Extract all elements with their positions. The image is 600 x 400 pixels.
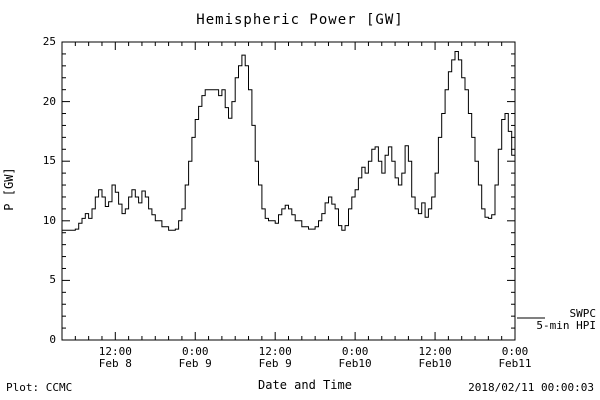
y-tick-label: 10 xyxy=(42,213,56,227)
x-tick-time: 0:00 xyxy=(181,345,209,358)
chart-title: Hemispheric Power [GW] xyxy=(196,12,404,28)
x-tick-date: Feb10 xyxy=(418,357,452,370)
x-tick-date: Feb 9 xyxy=(258,357,292,370)
x-axis-label: Date and Time xyxy=(258,378,352,392)
y-tick-label: 15 xyxy=(42,154,56,168)
x-tick-label: 12:00 Feb 8 xyxy=(85,346,145,370)
y-tick-label: 25 xyxy=(42,35,56,48)
plot-credit: Plot: CCMC xyxy=(6,381,73,394)
y-tick-label: 5 xyxy=(49,273,56,287)
x-tick-time: 12:00 xyxy=(98,345,132,358)
x-tick-date: Feb10 xyxy=(338,357,372,370)
legend-series-label: 5-min HPI xyxy=(536,319,596,332)
x-tick-label: 0:00 Feb11 xyxy=(485,346,545,370)
x-tick-time: 0:00 xyxy=(501,345,529,358)
x-tick-time: 0:00 xyxy=(341,345,369,358)
legend-source-label: SWPC xyxy=(569,307,597,320)
chart-legend: SWPC 5-min HPI xyxy=(510,308,596,332)
x-tick-time: 12:00 xyxy=(418,345,452,358)
y-tick-label: 20 xyxy=(42,94,56,108)
x-tick-label: 12:00 Feb10 xyxy=(405,346,465,370)
plot-timestamp: 2018/02/11 00:00:03 xyxy=(468,381,594,394)
x-tick-date: Feb 8 xyxy=(98,357,132,370)
x-tick-label: 0:00 Feb10 xyxy=(325,346,385,370)
x-tick-time: 12:00 xyxy=(258,345,292,358)
hpi-data-line xyxy=(62,51,516,231)
x-tick-date: Feb 9 xyxy=(178,357,212,370)
y-tick-label: 0 xyxy=(49,333,56,346)
x-tick-label: 12:00 Feb 9 xyxy=(245,346,305,370)
plot-frame xyxy=(61,41,516,341)
x-tick-date: Feb11 xyxy=(498,357,532,370)
x-tick-label: 0:00 Feb 9 xyxy=(165,346,225,370)
